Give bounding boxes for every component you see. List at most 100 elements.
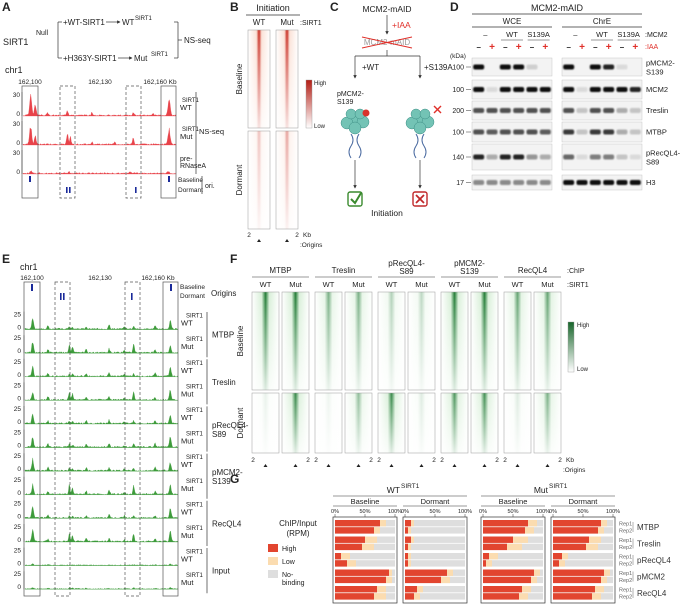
blot-band bbox=[499, 154, 511, 160]
label: WT bbox=[323, 280, 335, 289]
high-bar bbox=[335, 576, 386, 584]
label: WT bbox=[596, 30, 608, 39]
high-bar bbox=[405, 553, 408, 560]
high-bar bbox=[405, 560, 408, 567]
label: Input bbox=[212, 567, 231, 576]
signal-track bbox=[22, 94, 177, 117]
origin-marker bbox=[293, 464, 298, 467]
high-bar bbox=[335, 536, 365, 543]
blot-band bbox=[539, 108, 551, 113]
low-bar bbox=[601, 520, 607, 527]
heatmap-fade bbox=[248, 30, 270, 128]
blot-band bbox=[513, 87, 525, 92]
heatmap-frame bbox=[503, 291, 532, 391]
high-bar bbox=[405, 586, 417, 593]
label: MTBP bbox=[212, 331, 234, 340]
label: 0 bbox=[16, 169, 20, 176]
no-binding-bar bbox=[405, 560, 465, 567]
label: 0 bbox=[17, 490, 21, 497]
label: SIRT1 bbox=[186, 337, 204, 343]
label: :Origins bbox=[300, 242, 323, 249]
label: WT bbox=[181, 413, 193, 422]
heatmap-fade bbox=[345, 393, 372, 453]
label: (kDa) bbox=[450, 53, 466, 60]
label: WT bbox=[122, 18, 135, 27]
origin-mark bbox=[63, 293, 65, 300]
label: 25 bbox=[14, 524, 22, 531]
rule bbox=[361, 36, 413, 49]
no-binding-bar bbox=[553, 560, 613, 567]
label: 30 bbox=[13, 121, 21, 128]
no-binding-bar bbox=[405, 536, 465, 543]
high-bar bbox=[483, 576, 531, 584]
high-bar bbox=[405, 593, 414, 600]
blot-strip bbox=[471, 79, 553, 100]
label: 0% bbox=[479, 509, 487, 515]
blot-strip bbox=[561, 57, 643, 77]
label: 25 bbox=[14, 500, 22, 507]
heatmap-fade bbox=[504, 292, 531, 390]
heatmap-fade bbox=[282, 393, 309, 453]
blot-band bbox=[473, 129, 485, 135]
low-bar bbox=[408, 553, 411, 560]
signal-track bbox=[24, 483, 179, 496]
blot-band bbox=[563, 154, 575, 160]
label: SIRT1 bbox=[186, 432, 204, 438]
blot-band bbox=[473, 64, 485, 70]
label: Dormant bbox=[421, 497, 451, 506]
origin-marker bbox=[326, 464, 331, 467]
label: – bbox=[476, 43, 481, 52]
label: 2 bbox=[314, 457, 318, 464]
low-bar bbox=[601, 576, 607, 584]
label: RNaseA bbox=[180, 163, 206, 170]
label: – bbox=[503, 43, 508, 52]
label: + bbox=[579, 42, 585, 53]
label: + bbox=[516, 42, 522, 53]
blot-band bbox=[539, 87, 551, 92]
label: Dormant bbox=[569, 497, 599, 506]
color-scale bbox=[305, 79, 313, 129]
label: 50% bbox=[507, 509, 518, 515]
label: 100% bbox=[606, 509, 620, 515]
blot-band bbox=[513, 180, 525, 185]
label: pre- bbox=[180, 156, 193, 163]
legend-swatch bbox=[268, 557, 278, 565]
rule bbox=[433, 105, 442, 114]
label: Mut bbox=[415, 280, 428, 289]
label: Rep1 bbox=[619, 522, 632, 528]
label: :ChIP bbox=[567, 268, 585, 275]
label: 162,130 bbox=[88, 275, 112, 282]
blot-band bbox=[563, 108, 575, 113]
low-bar bbox=[408, 527, 411, 534]
heatmap-fade bbox=[534, 292, 561, 390]
origin-mark bbox=[66, 187, 68, 193]
label: +H363Y-SIRT1 bbox=[63, 54, 117, 63]
no-binding-bar bbox=[405, 520, 465, 527]
label: chr1 bbox=[20, 262, 38, 272]
label: 2 bbox=[295, 232, 299, 239]
blot-band bbox=[616, 154, 628, 160]
blot-band bbox=[603, 154, 615, 160]
label: SIRT1 bbox=[151, 52, 169, 58]
label: + bbox=[606, 42, 612, 53]
blot-band bbox=[616, 64, 628, 70]
blot-strip bbox=[471, 143, 553, 171]
label: +IAA bbox=[392, 20, 411, 30]
high-bar bbox=[335, 586, 377, 593]
label: 25 bbox=[14, 430, 22, 437]
label: + bbox=[489, 42, 495, 53]
label: Treslin bbox=[212, 378, 236, 387]
signal-track bbox=[24, 457, 179, 472]
group-frame bbox=[402, 516, 468, 604]
label: 25 bbox=[14, 312, 22, 319]
high-bar bbox=[483, 553, 489, 560]
heatmap-frame bbox=[344, 291, 373, 391]
heatmap-frame bbox=[281, 291, 310, 391]
label: SIRT1 bbox=[3, 37, 28, 47]
blot-strip bbox=[471, 100, 553, 121]
heatmap-fade bbox=[534, 393, 561, 453]
label: 100 bbox=[452, 87, 464, 94]
high-bar bbox=[553, 553, 562, 560]
label: 0 bbox=[17, 513, 21, 520]
label: 25 bbox=[14, 453, 22, 460]
